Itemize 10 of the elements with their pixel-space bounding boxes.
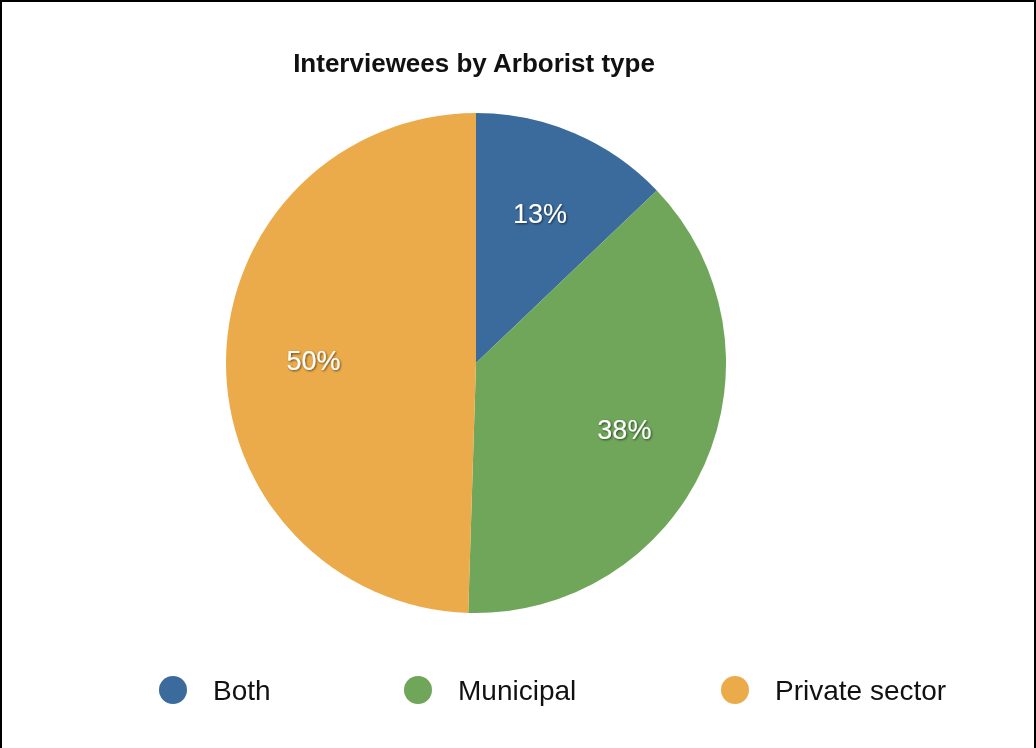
pie-slice — [226, 113, 476, 613]
data-label: 38% — [597, 414, 652, 445]
data-label: 13% — [512, 199, 567, 230]
pie-slice — [468, 190, 726, 613]
data-label: 50% — [286, 345, 341, 376]
chart-title: Interviewees by Arborist type — [293, 48, 655, 78]
legend-label: Both — [213, 674, 271, 706]
legend-label: Private sector — [775, 674, 947, 706]
pie-slice — [476, 113, 657, 363]
legend-label: Municipal — [458, 674, 577, 706]
